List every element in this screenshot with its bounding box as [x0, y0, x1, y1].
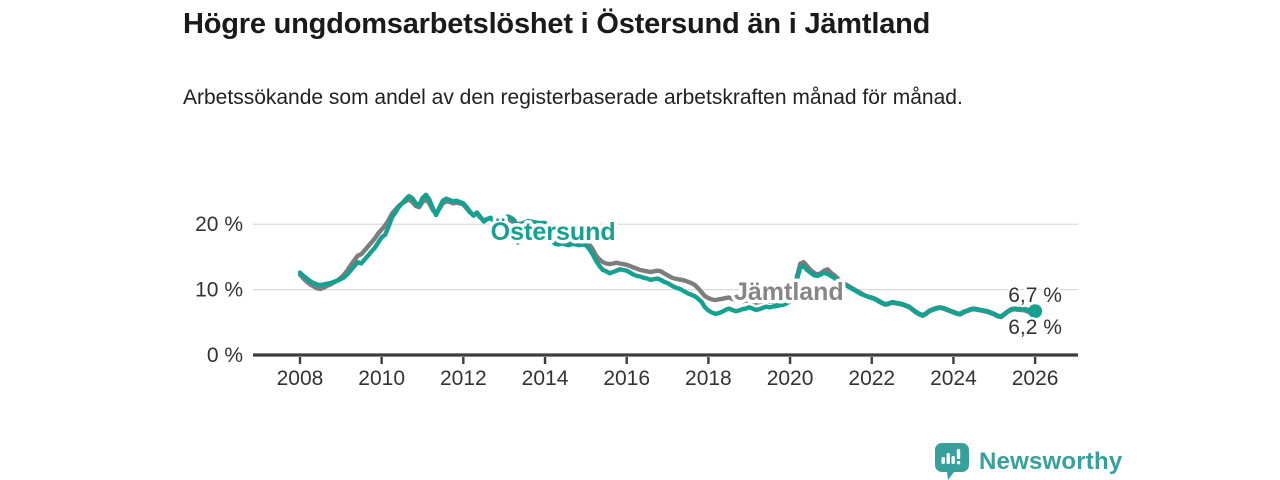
series-label-jamtland: Jämtland	[734, 278, 844, 306]
x-tick-label: 2010	[358, 367, 405, 390]
newsworthy-logo-text: Newsworthy	[979, 447, 1123, 475]
x-tick-label: 2018	[685, 367, 732, 390]
chart-subtitle: Arbetssökande som andel av den registerb…	[183, 86, 963, 109]
x-tick-label: 2020	[767, 367, 814, 390]
newsworthy-logo: Newsworthy	[935, 443, 1122, 480]
series-line-ostersund	[297, 192, 1038, 319]
x-tick-label: 2024	[930, 367, 977, 390]
y-tick-label: 0 %	[207, 344, 243, 367]
page-title: Högre ungdomsarbetslöshet i Östersund än…	[183, 8, 931, 40]
series-line-jamtland	[297, 197, 1038, 320]
x-tick-label: 2012	[440, 367, 487, 390]
x-tick-label: 2014	[522, 367, 569, 390]
x-tick-label: 2008	[277, 367, 324, 390]
series-label-ostersund: Östersund	[491, 217, 616, 246]
x-tick-label: 2026	[1012, 367, 1059, 390]
x-tick-label: 2022	[848, 367, 895, 390]
bar-chart-glyph	[941, 449, 961, 465]
newsworthy-logo-icon	[935, 443, 969, 480]
x-tick-label: 2016	[603, 367, 650, 390]
series-end-dot-ostersund	[1028, 304, 1043, 319]
y-tick-label: 20 %	[195, 213, 243, 236]
end-value-label: 6,7 %	[1008, 284, 1062, 307]
y-tick-label: 10 %	[195, 279, 243, 302]
end-value-label: 6,2 %	[1008, 316, 1062, 339]
